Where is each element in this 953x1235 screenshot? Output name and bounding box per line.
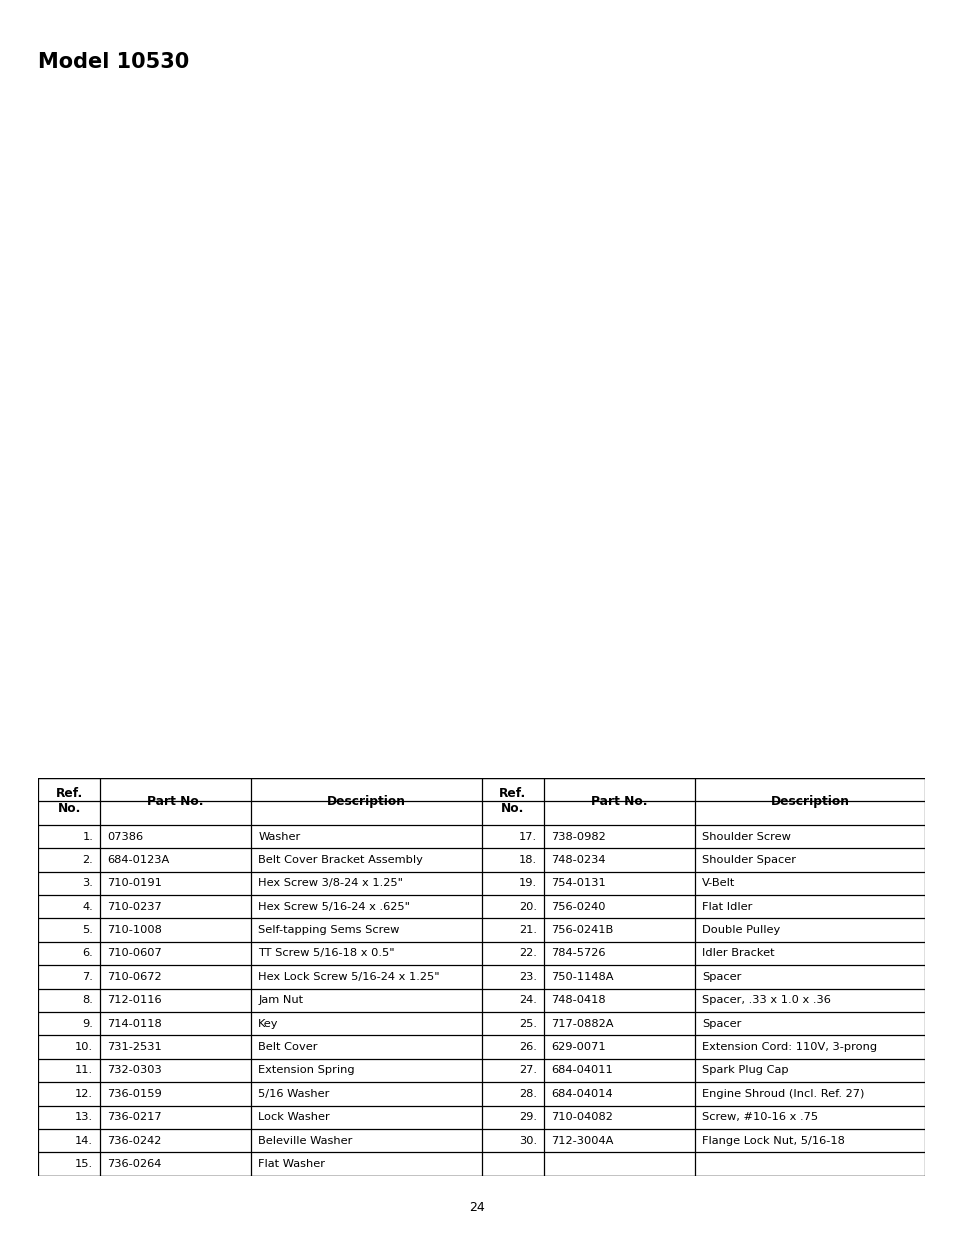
- Text: 5/16 Washer: 5/16 Washer: [258, 1089, 329, 1099]
- Text: 629-0071: 629-0071: [551, 1042, 605, 1052]
- Text: 6.: 6.: [82, 948, 93, 958]
- Text: Description: Description: [770, 795, 849, 808]
- Text: Spark Plug Cap: Spark Plug Cap: [701, 1066, 787, 1076]
- Text: 1.: 1.: [82, 831, 93, 841]
- Text: Description: Description: [327, 795, 406, 808]
- Text: 15.: 15.: [75, 1158, 93, 1170]
- Text: Spacer: Spacer: [701, 972, 740, 982]
- Text: 736-0217: 736-0217: [108, 1113, 162, 1123]
- Text: Flange Lock Nut, 5/16-18: Flange Lock Nut, 5/16-18: [701, 1136, 843, 1146]
- Text: 4.: 4.: [82, 902, 93, 911]
- Text: 9.: 9.: [82, 1019, 93, 1029]
- Text: 710-1008: 710-1008: [108, 925, 162, 935]
- Text: 14.: 14.: [75, 1136, 93, 1146]
- Text: 28.: 28.: [518, 1089, 537, 1099]
- Text: Screw, #10-16 x .75: Screw, #10-16 x .75: [701, 1113, 817, 1123]
- Text: 8.: 8.: [82, 995, 93, 1005]
- Text: 23.: 23.: [518, 972, 537, 982]
- Text: 07386: 07386: [108, 831, 143, 841]
- Text: 22.: 22.: [518, 948, 537, 958]
- Text: Hex Lock Screw 5/16-24 x 1.25": Hex Lock Screw 5/16-24 x 1.25": [258, 972, 439, 982]
- Text: 19.: 19.: [518, 878, 537, 888]
- Text: 754-0131: 754-0131: [551, 878, 605, 888]
- Text: Extension Cord: 110V, 3-prong: Extension Cord: 110V, 3-prong: [701, 1042, 876, 1052]
- Text: Flat Washer: Flat Washer: [258, 1158, 325, 1170]
- Text: Hex Screw 5/16-24 x .625": Hex Screw 5/16-24 x .625": [258, 902, 410, 911]
- Text: 18.: 18.: [518, 855, 537, 864]
- Text: Jam Nut: Jam Nut: [258, 995, 303, 1005]
- Text: 20.: 20.: [518, 902, 537, 911]
- Text: 784-5726: 784-5726: [551, 948, 605, 958]
- Text: 5.: 5.: [82, 925, 93, 935]
- Text: 7.: 7.: [82, 972, 93, 982]
- Text: Extension Spring: Extension Spring: [258, 1066, 355, 1076]
- Text: 732-0303: 732-0303: [108, 1066, 162, 1076]
- Text: 717-0882A: 717-0882A: [551, 1019, 613, 1029]
- Text: 756-0241B: 756-0241B: [551, 925, 613, 935]
- Text: Shoulder Screw: Shoulder Screw: [701, 831, 790, 841]
- Text: Part No.: Part No.: [591, 795, 647, 808]
- Text: Self-tapping Sems Screw: Self-tapping Sems Screw: [258, 925, 399, 935]
- Text: 710-0237: 710-0237: [108, 902, 162, 911]
- Text: Spacer: Spacer: [701, 1019, 740, 1029]
- Text: Idler Bracket: Idler Bracket: [701, 948, 774, 958]
- Text: 17.: 17.: [518, 831, 537, 841]
- Text: 736-0264: 736-0264: [108, 1158, 162, 1170]
- Text: 731-2531: 731-2531: [108, 1042, 162, 1052]
- Text: Lock Washer: Lock Washer: [258, 1113, 330, 1123]
- Text: 748-0418: 748-0418: [551, 995, 605, 1005]
- Text: 684-0123A: 684-0123A: [108, 855, 170, 864]
- Text: 24: 24: [469, 1202, 484, 1214]
- Text: 756-0240: 756-0240: [551, 902, 605, 911]
- Text: 710-04082: 710-04082: [551, 1113, 612, 1123]
- Text: 27.: 27.: [518, 1066, 537, 1076]
- Text: Flat Idler: Flat Idler: [701, 902, 751, 911]
- Text: 714-0118: 714-0118: [108, 1019, 162, 1029]
- Text: 11.: 11.: [75, 1066, 93, 1076]
- Text: 710-0191: 710-0191: [108, 878, 162, 888]
- Text: 30.: 30.: [518, 1136, 537, 1146]
- Text: V-Belt: V-Belt: [701, 878, 735, 888]
- Bar: [38, 80, 924, 772]
- Text: 712-0116: 712-0116: [108, 995, 162, 1005]
- Text: 738-0982: 738-0982: [551, 831, 605, 841]
- Text: 10.: 10.: [75, 1042, 93, 1052]
- Text: 13.: 13.: [75, 1113, 93, 1123]
- Text: 712-3004A: 712-3004A: [551, 1136, 613, 1146]
- Text: 24.: 24.: [518, 995, 537, 1005]
- Text: 25.: 25.: [518, 1019, 537, 1029]
- Text: Belt Cover Bracket Assembly: Belt Cover Bracket Assembly: [258, 855, 422, 864]
- Text: Hex Screw 3/8-24 x 1.25": Hex Screw 3/8-24 x 1.25": [258, 878, 403, 888]
- Text: Part No.: Part No.: [148, 795, 204, 808]
- Text: 684-04011: 684-04011: [551, 1066, 612, 1076]
- Text: 736-0242: 736-0242: [108, 1136, 162, 1146]
- Text: TT Screw 5/16-18 x 0.5": TT Screw 5/16-18 x 0.5": [258, 948, 395, 958]
- Text: Spacer, .33 x 1.0 x .36: Spacer, .33 x 1.0 x .36: [701, 995, 830, 1005]
- Text: 684-04014: 684-04014: [551, 1089, 612, 1099]
- Text: Belt Cover: Belt Cover: [258, 1042, 317, 1052]
- Text: Model 10530: Model 10530: [38, 52, 190, 72]
- Text: Shoulder Spacer: Shoulder Spacer: [701, 855, 795, 864]
- Text: 26.: 26.: [518, 1042, 537, 1052]
- Text: Ref.
No.: Ref. No.: [498, 788, 526, 815]
- Text: Beleville Washer: Beleville Washer: [258, 1136, 353, 1146]
- Text: Key: Key: [258, 1019, 278, 1029]
- Text: 710-0607: 710-0607: [108, 948, 162, 958]
- Text: 710-0672: 710-0672: [108, 972, 162, 982]
- Text: 736-0159: 736-0159: [108, 1089, 162, 1099]
- Text: 3.: 3.: [82, 878, 93, 888]
- Text: Engine Shroud (Incl. Ref. 27): Engine Shroud (Incl. Ref. 27): [701, 1089, 863, 1099]
- Text: Double Pulley: Double Pulley: [701, 925, 780, 935]
- Text: 748-0234: 748-0234: [551, 855, 605, 864]
- Text: 12.: 12.: [75, 1089, 93, 1099]
- Text: 29.: 29.: [518, 1113, 537, 1123]
- Text: 750-1148A: 750-1148A: [551, 972, 613, 982]
- Text: Washer: Washer: [258, 831, 300, 841]
- Text: 2.: 2.: [82, 855, 93, 864]
- Text: 21.: 21.: [518, 925, 537, 935]
- Text: Ref.
No.: Ref. No.: [55, 788, 83, 815]
